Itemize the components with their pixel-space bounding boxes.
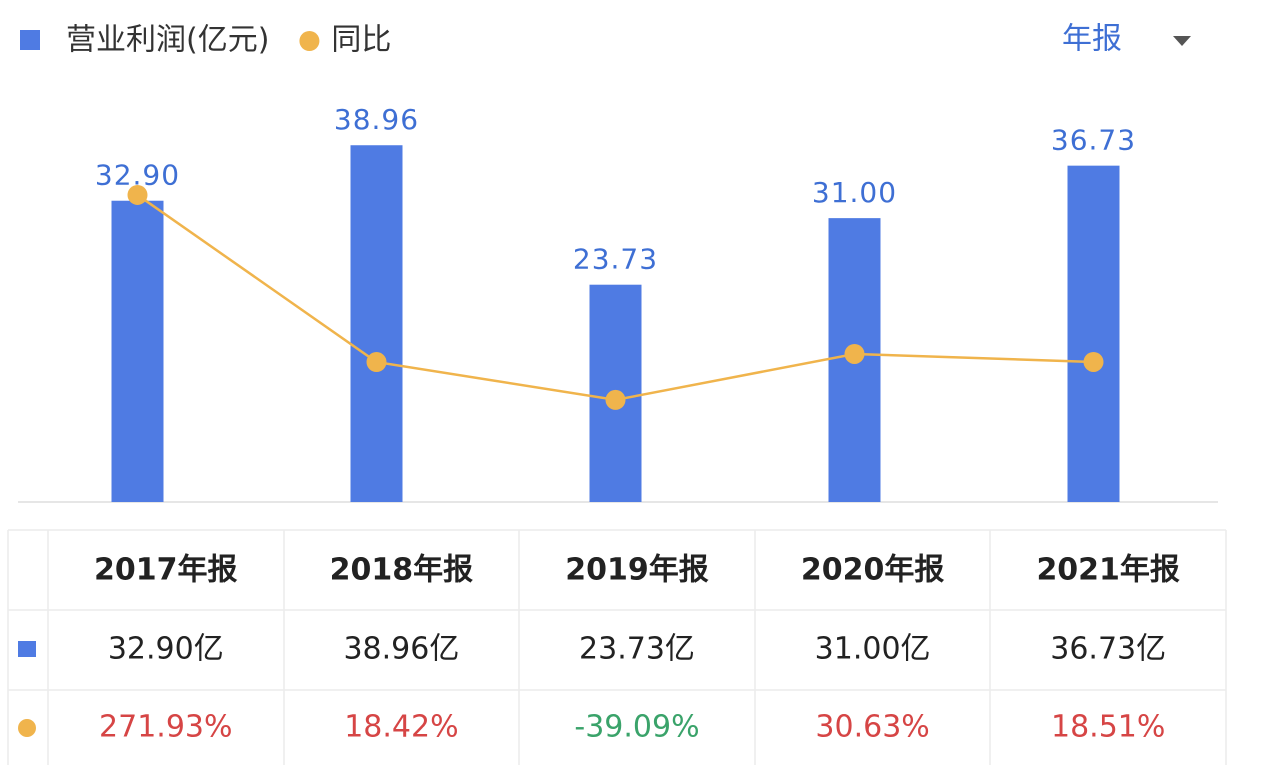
table-cell: 30.63% [815,710,929,745]
legend-swatch [299,31,320,51]
table-cell: 18.42% [344,710,458,745]
period-label[interactable]: 年报 [1062,22,1122,57]
data-label: 31.00 [812,176,897,209]
table-cell: 18.51% [1051,710,1165,745]
table-header: 2019年报 [565,553,709,588]
table-grid [7,529,1227,765]
table-cell: 32.90亿 [108,632,224,667]
legend-label: 同比 [331,23,391,58]
legend-label: 营业利润(亿元) [66,23,269,58]
table-cell: 23.73亿 [579,632,695,667]
data-label: 38.96 [334,103,419,136]
legend-swatch [20,30,40,50]
bar [111,200,164,502]
bar [350,145,403,502]
data-label: 23.73 [573,243,658,276]
table-header: 2018年报 [330,553,474,588]
line-point [605,389,626,410]
table-cell: 271.93% [99,710,232,745]
bar [1067,165,1120,502]
row-icon [18,641,36,657]
table-cell: 31.00亿 [815,632,931,667]
line-point [127,184,148,205]
table-cell: 38.96亿 [343,632,459,667]
dropdown-arrow[interactable] [1173,36,1191,46]
line-point [366,352,387,373]
table-header: 2017年报 [94,553,238,588]
table-cell: -39.09% [574,710,699,745]
data-label: 36.73 [1051,124,1136,157]
line-point [844,343,865,364]
row-icon [18,719,36,737]
table-cell: 36.73亿 [1050,632,1166,667]
table-header: 2021年报 [1036,553,1180,588]
period-selector[interactable]: 年报 [1062,22,1191,57]
table-header: 2020年报 [801,553,945,588]
line-point [1083,351,1104,372]
